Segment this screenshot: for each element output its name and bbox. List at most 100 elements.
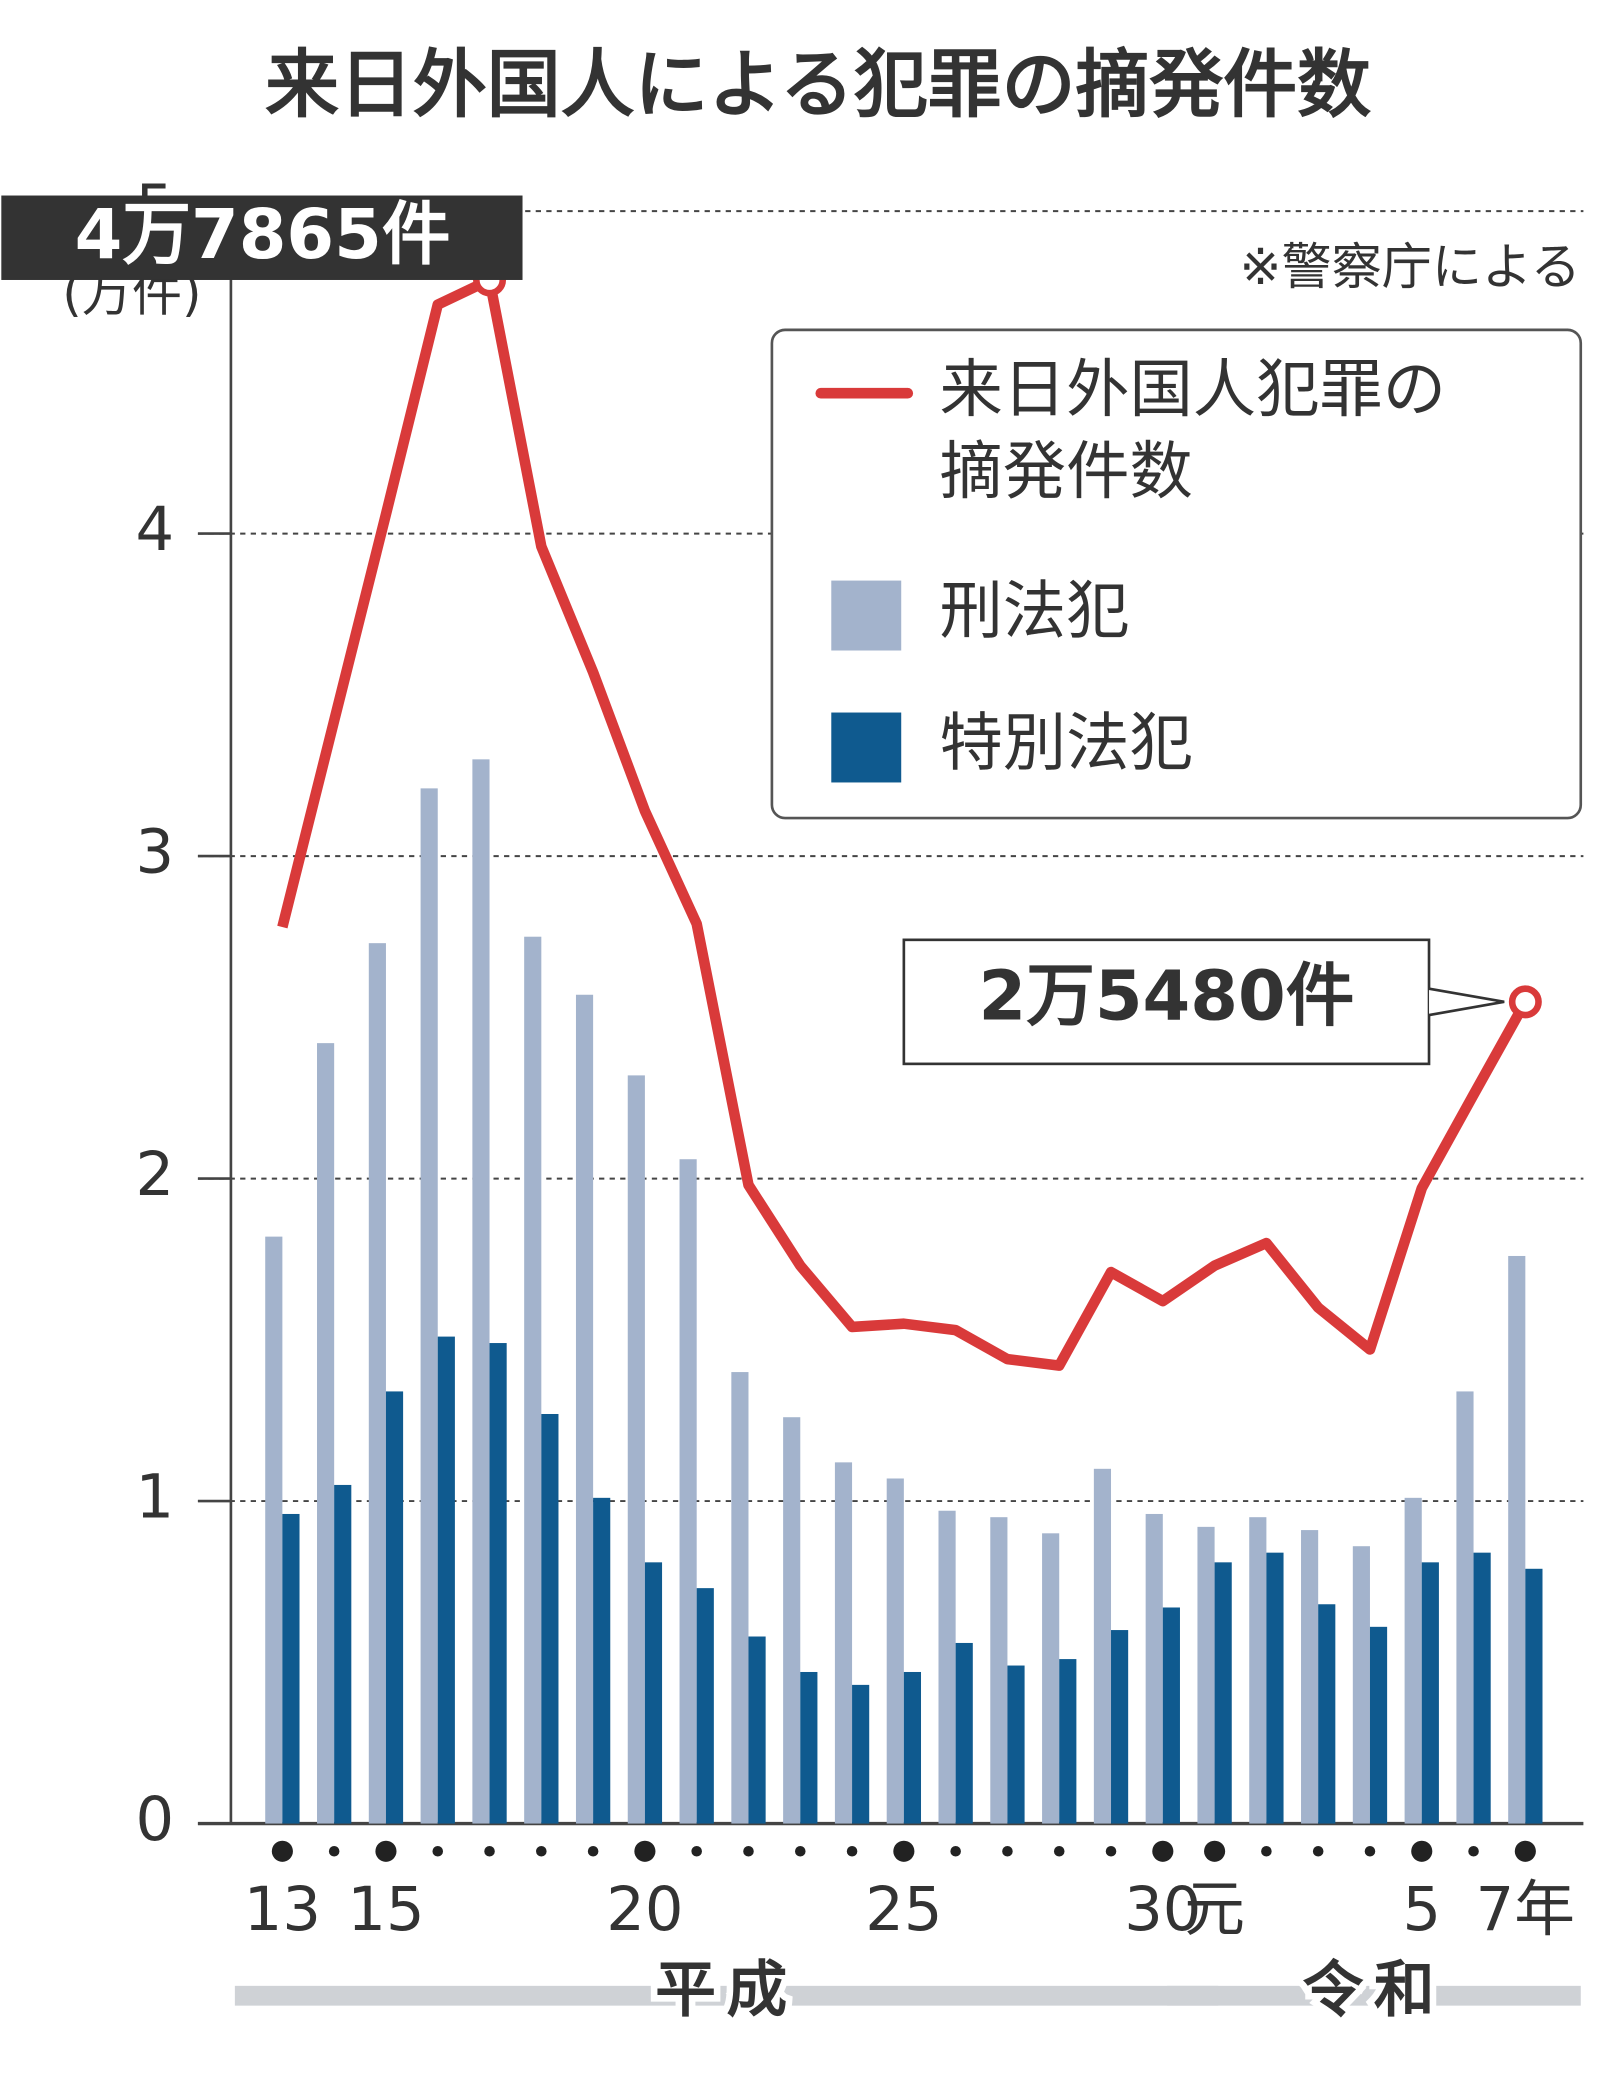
bar	[748, 1636, 766, 1824]
callout-pointer	[1428, 987, 1505, 1017]
bar	[1249, 1517, 1267, 1824]
x-tick-label: 25	[865, 1875, 942, 1945]
x-dot	[1312, 1845, 1324, 1857]
era-label: 平成	[655, 1955, 798, 2026]
value-label: 4万7865件	[75, 195, 451, 275]
x-tick-label: 7年	[1476, 1875, 1575, 1945]
bar	[1093, 1468, 1112, 1824]
bar	[731, 1372, 749, 1824]
bar	[1111, 1630, 1129, 1824]
x-dot	[1152, 1840, 1174, 1862]
bar	[282, 1513, 300, 1824]
bar	[472, 759, 490, 1824]
legend-box	[770, 328, 1583, 820]
bar	[437, 1336, 455, 1824]
value-label: 2万5480件	[978, 957, 1354, 1037]
bar	[317, 1043, 335, 1824]
bar	[1352, 1546, 1370, 1824]
bar	[834, 1462, 853, 1824]
callout-box	[902, 938, 1431, 1066]
x-dot	[691, 1845, 702, 1857]
bar	[489, 1343, 507, 1824]
x-dot	[271, 1840, 293, 1862]
x-dot	[432, 1845, 444, 1857]
bar	[1301, 1530, 1319, 1824]
x-tick-label: 元	[1184, 1875, 1245, 1945]
era-band	[234, 1985, 1219, 2006]
bar	[1266, 1552, 1284, 1824]
bar	[1456, 1391, 1474, 1824]
bar	[1508, 1255, 1526, 1824]
x-dot	[634, 1840, 656, 1862]
chart-title: 来日外国人による犯罪の摘発件数	[265, 42, 1371, 128]
chart-body: 来日外国人による犯罪の摘発件数 ※警察庁による (万件) 01234513152…	[1, 42, 1584, 2032]
legend-label: 特別法犯	[939, 705, 1192, 779]
legend-label: 刑法犯	[939, 573, 1129, 647]
x-dot	[794, 1845, 806, 1857]
x-dot	[950, 1845, 961, 1857]
bar	[265, 1236, 283, 1824]
x-dot	[484, 1845, 495, 1857]
legend-label-line: 来日外国人犯罪の	[939, 352, 1446, 426]
era-band	[1167, 1985, 1581, 2006]
legend-swatch	[831, 580, 902, 651]
x-dot	[1053, 1845, 1065, 1857]
y-tick-label: 2	[136, 1140, 175, 1210]
bar	[1145, 1513, 1163, 1824]
x-dot	[587, 1845, 599, 1857]
bar	[903, 1671, 922, 1824]
bar	[1007, 1665, 1025, 1824]
x-dot	[1364, 1845, 1376, 1857]
x-dot	[1468, 1845, 1479, 1857]
bar	[334, 1484, 352, 1824]
legend-label: 来日外国人犯罪の摘発件数	[939, 352, 1446, 508]
bar	[1059, 1659, 1077, 1824]
bar	[1525, 1568, 1543, 1824]
bar	[783, 1417, 801, 1824]
callout-box	[1, 195, 523, 280]
era-label: 令和	[1303, 1955, 1446, 2026]
bar	[1162, 1607, 1180, 1824]
bar	[1473, 1552, 1491, 1824]
bar	[955, 1642, 973, 1824]
x-tick-label: 30	[1124, 1875, 1201, 1945]
bar	[420, 788, 438, 1824]
x-dot	[1411, 1840, 1433, 1862]
bar	[1421, 1562, 1439, 1824]
bar	[886, 1478, 904, 1824]
x-dot	[743, 1845, 754, 1857]
bar	[1214, 1562, 1232, 1824]
source-note: ※警察庁による	[1240, 237, 1581, 296]
highlight-point	[1508, 985, 1542, 1019]
x-dot	[1105, 1845, 1117, 1857]
x-dot	[893, 1840, 915, 1862]
bar	[852, 1684, 870, 1824]
legend-label-line: 摘発件数	[939, 434, 1192, 508]
bar	[1042, 1533, 1060, 1824]
bar	[524, 936, 542, 1824]
y-tick-label: 4	[136, 495, 175, 565]
x-dot	[375, 1840, 397, 1862]
y-tick-label: 3	[136, 818, 175, 888]
x-dot	[1514, 1840, 1536, 1862]
x-tick-label: 15	[347, 1875, 424, 1945]
bar	[1369, 1626, 1388, 1824]
bar	[644, 1562, 663, 1824]
y-tick-label: 1	[136, 1463, 175, 1533]
legend-swatch	[831, 712, 902, 783]
y-tick-label: 0	[136, 1785, 175, 1855]
bar	[1404, 1497, 1422, 1824]
x-tick-label: 5	[1402, 1875, 1441, 1945]
bar	[627, 1075, 645, 1824]
x-dot	[328, 1845, 340, 1857]
bar	[1197, 1526, 1215, 1824]
bar	[938, 1510, 956, 1824]
x-dot	[1204, 1840, 1226, 1862]
bar	[593, 1497, 611, 1824]
bar	[800, 1671, 818, 1824]
bar	[990, 1517, 1008, 1824]
bar	[368, 943, 386, 1824]
bar	[541, 1413, 559, 1824]
bar	[1318, 1604, 1336, 1824]
